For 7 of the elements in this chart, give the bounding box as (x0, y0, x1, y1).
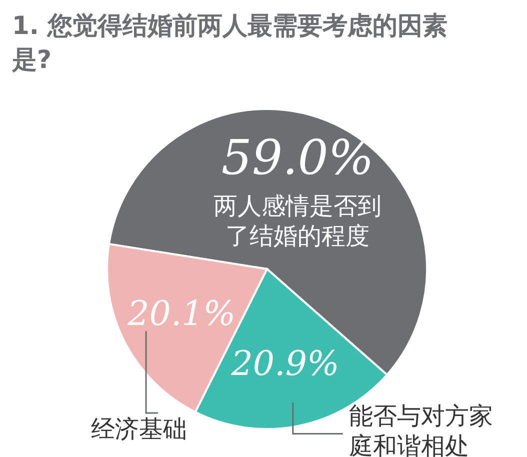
slice-label: 经济基础 (91, 415, 188, 443)
slice-label: 两人感情是否到了结婚的程度 (214, 192, 382, 250)
data-label: 20.9% (230, 344, 340, 384)
data-label: 20.1% (126, 294, 236, 334)
slice-label: 能否与对方家庭和谐相处 (348, 402, 493, 457)
data-label: 59.0% (221, 130, 374, 186)
chart-title: 1. 您觉得结婚前两人最需要考虑的因素是? (11, 11, 448, 74)
